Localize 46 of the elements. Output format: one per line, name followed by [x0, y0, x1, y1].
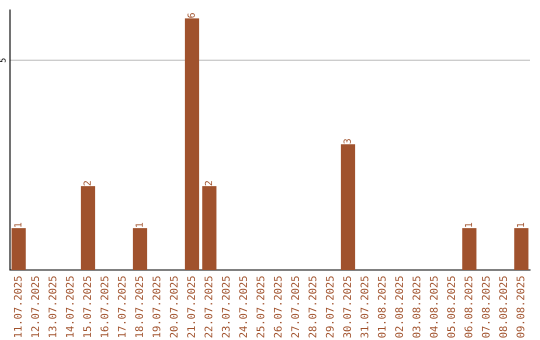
x-tick-label: 02.08.2025: [395, 276, 404, 338]
data-label: 1: [136, 222, 143, 227]
bar: [80, 186, 96, 270]
x-tick-label: 16.07.2025: [100, 276, 108, 338]
x-tick-label: 25.07.2025: [256, 276, 264, 338]
x-tick-label: 29.07.2025: [326, 276, 334, 338]
bar: [462, 228, 476, 270]
data-label: 1: [14, 222, 22, 227]
x-tick-label: 14.07.2025: [66, 276, 74, 338]
data-label: 1: [464, 222, 472, 227]
x-tick-label: 30.07.2025: [343, 276, 352, 338]
bar: [514, 228, 528, 270]
x-tick-label: 11.07.2025: [14, 276, 22, 338]
x-tick-label: 04.08.2025: [430, 276, 438, 338]
x-tick-label: 18.07.2025: [135, 276, 144, 338]
x-tick-label: 13.07.2025: [48, 276, 56, 338]
x-tick-label: 17.07.2025: [118, 276, 126, 338]
x-tick-label: 27.07.2025: [291, 276, 300, 338]
x-tick-label: 23.07.2025: [222, 276, 230, 338]
x-tick-label: 12.07.2025: [31, 276, 40, 338]
data-label: 2: [83, 181, 91, 186]
x-tick-label: 26.07.2025: [274, 276, 282, 338]
x-tick-label: 22.07.2025: [204, 276, 212, 338]
x-tick-label: 20.07.2025: [170, 276, 178, 338]
data-label: 2: [204, 181, 212, 186]
x-tick-label: 08.08.2025: [499, 276, 508, 338]
bar: [340, 144, 356, 270]
x-tick-label: 07.08.2025: [482, 276, 490, 338]
bar: [132, 228, 148, 270]
x-tick-label: 19.07.2025: [152, 276, 160, 338]
x-tick-label: 01.08.2025: [378, 276, 386, 338]
x-tick-label: 03.08.2025: [412, 276, 420, 338]
bar: [12, 228, 26, 270]
x-tick-label: 06.08.2025: [464, 276, 472, 338]
data-label: 1: [516, 222, 524, 227]
x-tick-label: 28.07.2025: [308, 276, 316, 338]
data-label: 3: [343, 139, 351, 144]
data-label: 6: [187, 13, 195, 18]
bar: [202, 186, 216, 270]
x-tick-label: 24.07.2025: [239, 276, 248, 338]
x-tick-label: 31.07.2025: [360, 276, 368, 338]
bar: [184, 18, 200, 270]
x-tick-label: 21.07.2025: [187, 276, 196, 338]
x-tick-label: 05.08.2025: [447, 276, 456, 338]
x-tick-label: 09.08.2025: [516, 276, 524, 338]
x-tick-label: 15.07.2025: [83, 276, 92, 338]
